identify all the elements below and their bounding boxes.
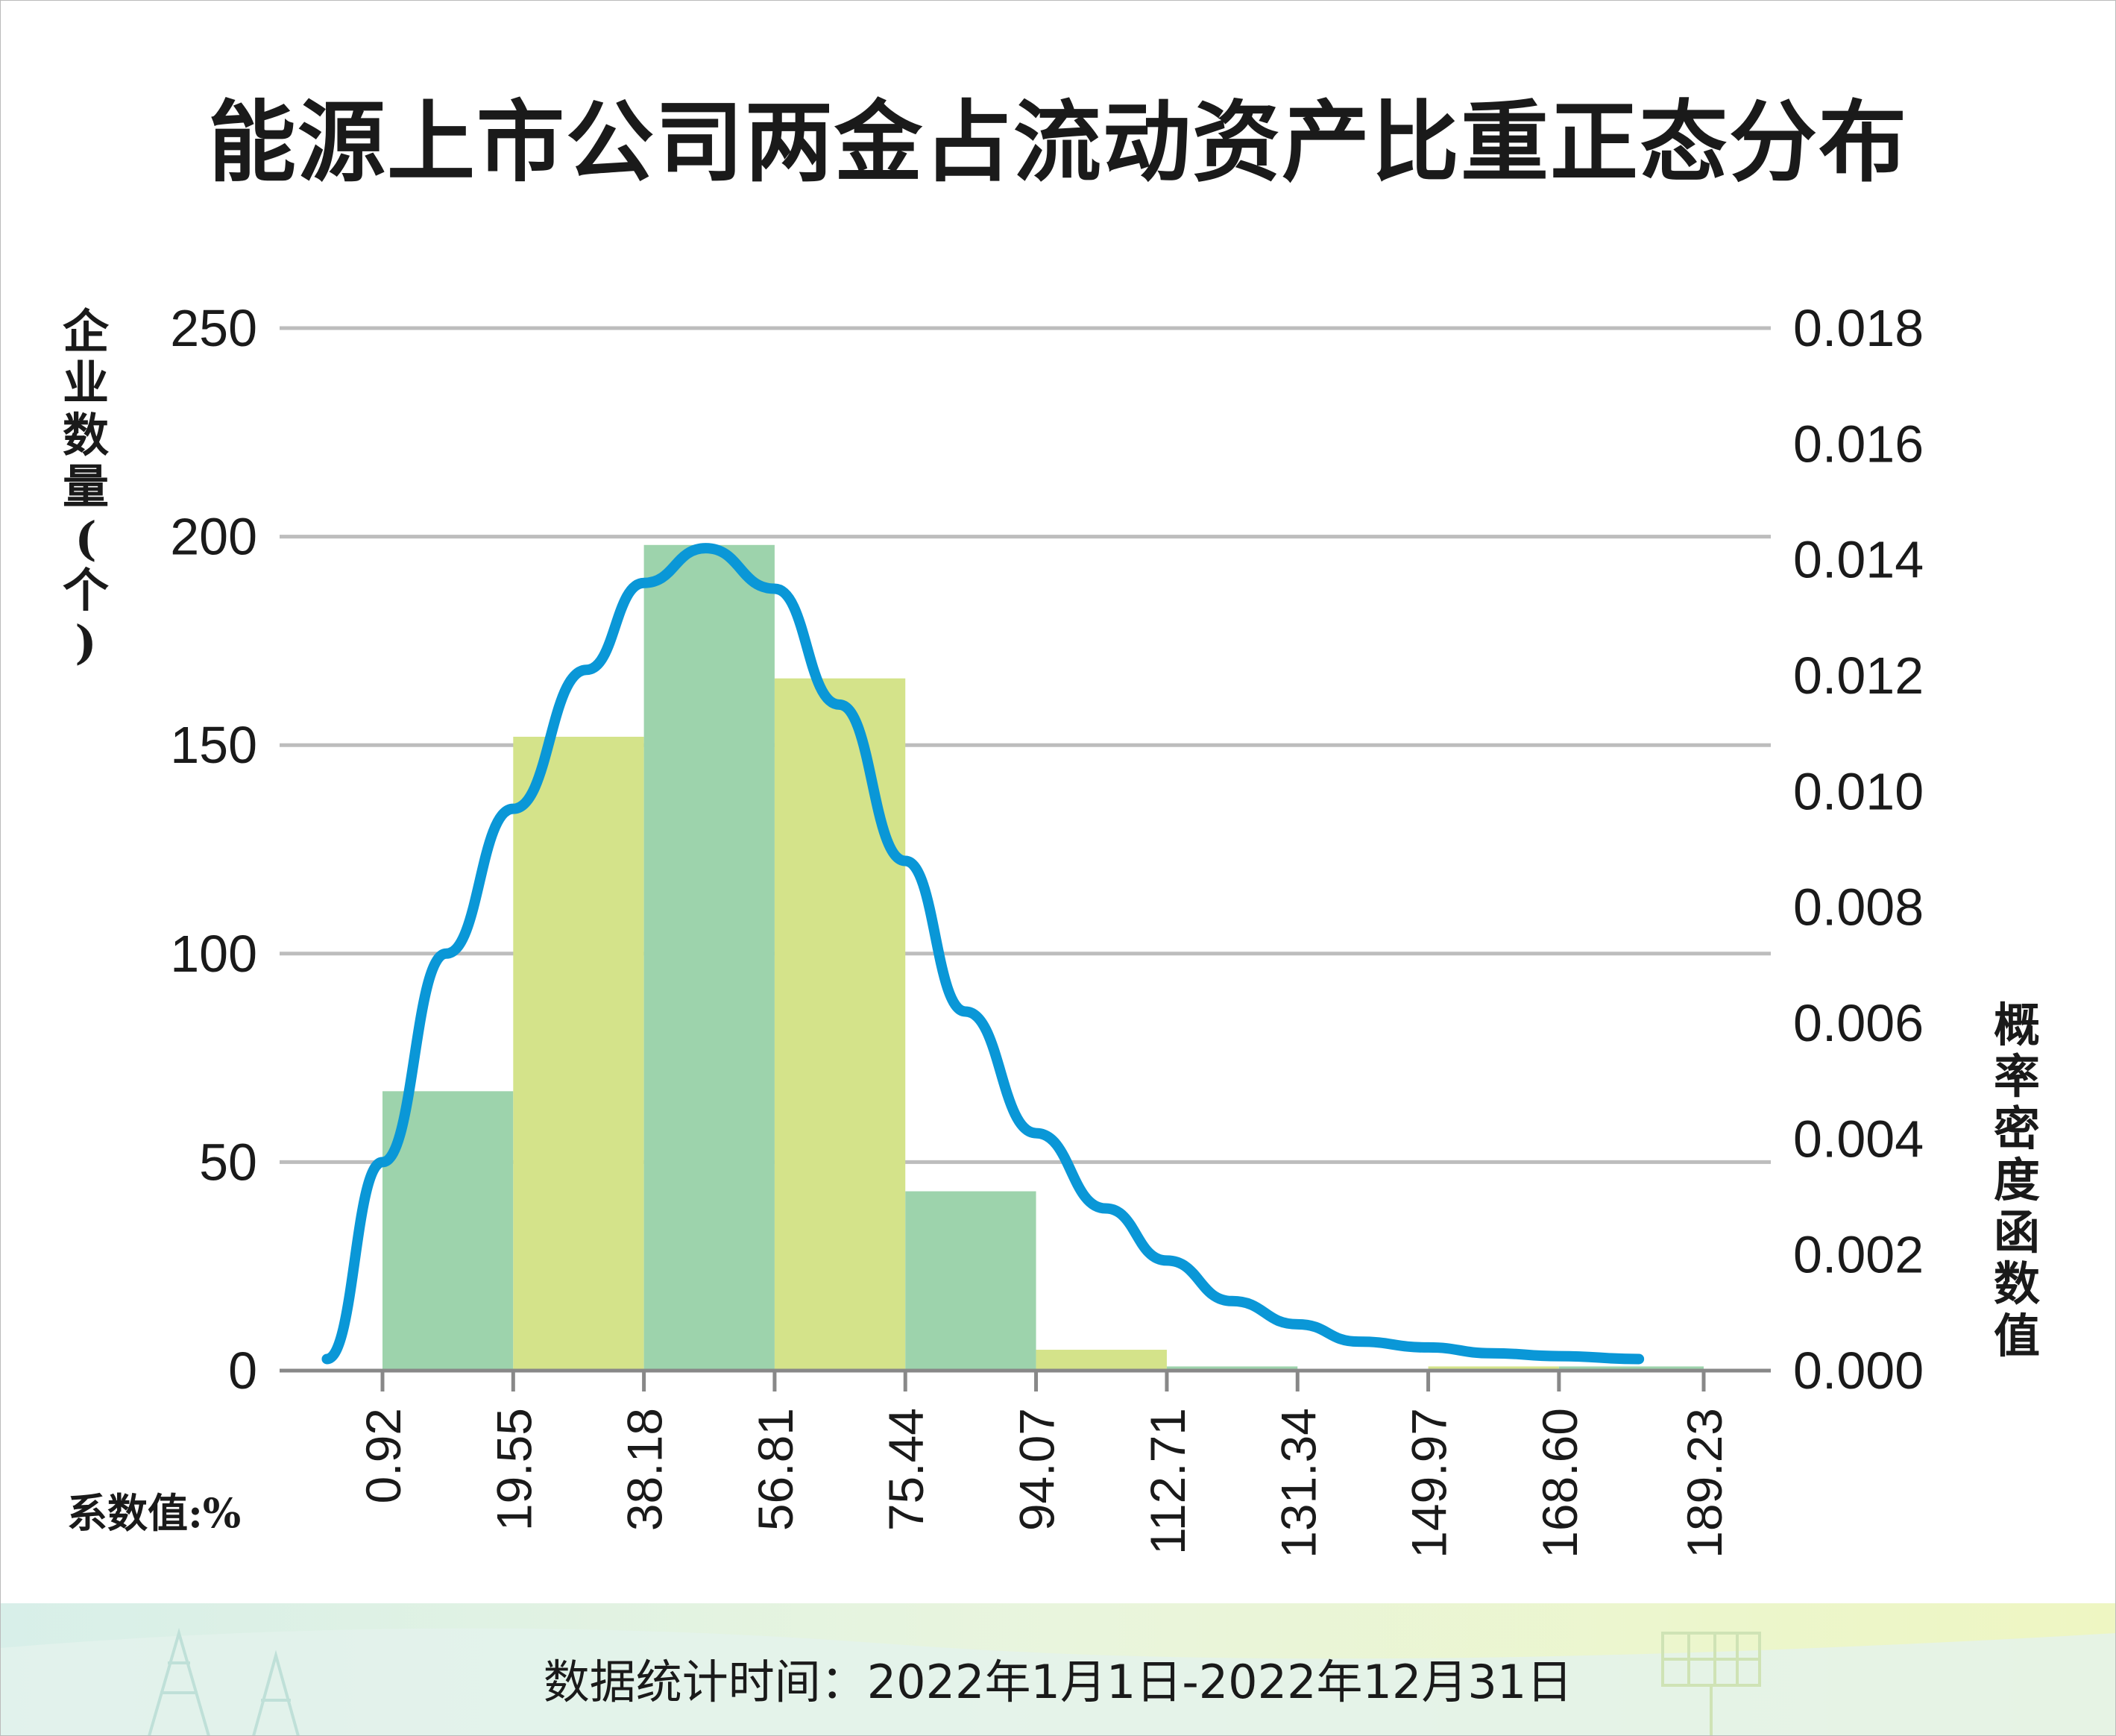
y-right-tick-label: 0.012 [1793,647,1924,705]
footer-date-range: 数据统计时间：2022年1月1日-2022年12月31日 [543,1655,1573,1709]
density-curve [321,543,1645,1365]
density-curve-layer [321,543,1645,1365]
x-tick-label: 38.18 [617,1408,673,1531]
x-axis [280,1368,1771,1391]
y-left-tick-label: 50 [199,1133,257,1191]
histogram-bar [905,1191,1036,1371]
x-axis-unit-label: 系数值:% [67,1489,242,1537]
y-axis-left-label: 企 业 数 量 ( 个 ) [62,304,109,670]
y-left-tick-label: 100 [170,925,257,983]
x-tick-label: 112.71 [1140,1408,1195,1555]
histogram-bar [513,737,644,1371]
y-axis-right-label: 概 率 密 度 函 数 值 [1993,998,2040,1363]
pylon-icon [148,1627,300,1736]
histogram-bar [643,544,775,1371]
y-right-tick-label: 0.006 [1793,994,1924,1052]
y-right-tick-label: 0.000 [1793,1342,1924,1400]
y-left-tick-label: 250 [170,299,257,357]
histogram-bars [382,544,1704,1371]
x-tick-label: 19.55 [486,1408,541,1531]
y-left-tick-label: 150 [170,716,257,774]
x-tick-label: 94.07 [1010,1408,1065,1531]
y-right-tick-label: 0.014 [1793,531,1924,589]
histogram-bar [1558,1366,1704,1371]
x-tick-label: 56.81 [748,1408,803,1531]
histogram-bar [1166,1366,1298,1371]
histogram-bar [1036,1350,1167,1371]
histogram-bar [774,678,906,1371]
y-right-tick-label: 0.016 [1793,415,1924,473]
y-left-tick-label: 200 [170,508,257,566]
x-tick-label: 0.92 [356,1408,411,1503]
histogram-bar [1428,1366,1559,1371]
x-tick-label: 131.34 [1270,1408,1326,1559]
y-right-tick-label: 0.018 [1793,299,1924,357]
solar-panel-icon [1661,1632,1761,1736]
x-tick-label: 168.60 [1532,1408,1587,1559]
y-right-tick-label: 0.004 [1793,1110,1924,1168]
x-tick-label: 189.23 [1677,1408,1732,1559]
x-tick-label: 149.97 [1402,1408,1457,1559]
decorative-landscape-band [0,1603,2116,1736]
x-tick-label: 75.44 [878,1408,933,1531]
y-left-tick-label: 0 [228,1342,257,1400]
chart-title: 能源上市公司两金占流动资产比重正态分布 [207,90,1908,194]
y-right-tick-label: 0.008 [1793,878,1924,937]
y-right-tick-label: 0.002 [1793,1226,1924,1284]
tick-labels: 0 50 100 150 200 250 0.000 0.002 0.004 0.006 0.008… [170,299,1924,1559]
histogram-chart: 0 50 100 150 200 250 0.000 0.002 0.004 0.006 0.008… [170,299,1924,1559]
y-right-tick-label: 0.010 [1793,762,1924,820]
